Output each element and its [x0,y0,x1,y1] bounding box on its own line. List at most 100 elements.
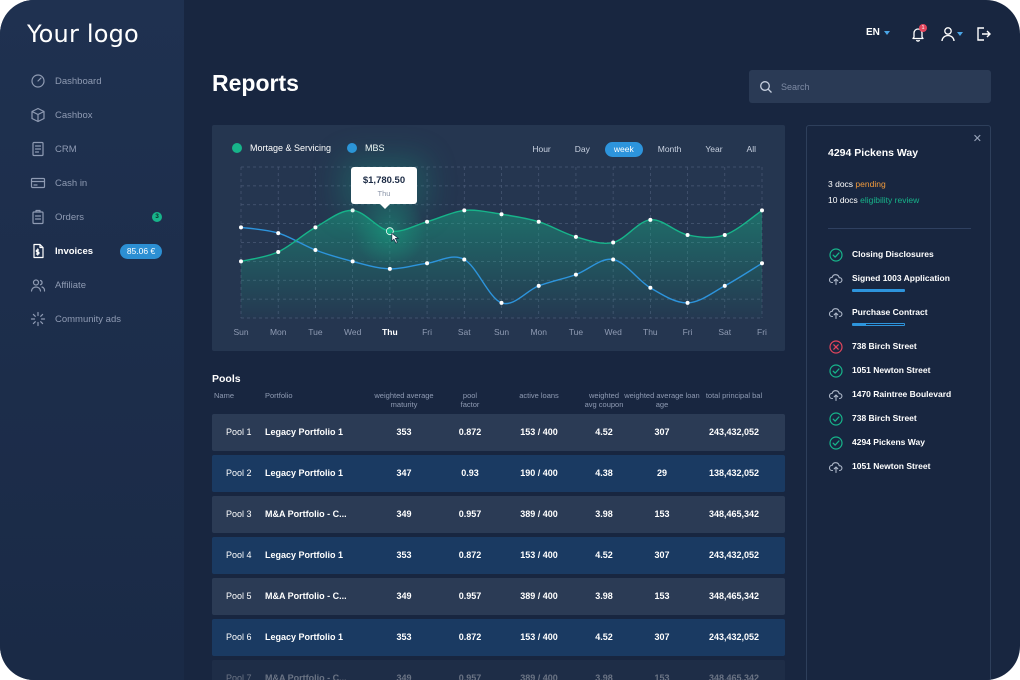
document-item[interactable]: 1051 Newton Street [829,364,989,378]
x-tick-label: Tue [308,327,323,337]
amount-badge: 85.06 € [120,244,162,259]
sidebar-item-cashin[interactable]: Cash in [0,166,184,200]
x-tick-label: Wed [604,327,622,337]
user-menu-button[interactable] [941,26,963,42]
chart-card: Sun Mon Tue Wed Thu Fri Sat Sun Mon Tue Wed Thu Fri S… [212,125,785,351]
table-row[interactable]: Pool 6 Legacy Portfolio 1 353 0.872 153 / 40… [212,619,785,656]
search-input[interactable] [781,81,981,92]
range-day-button[interactable]: Day [574,144,590,154]
data-point-mortage [573,234,578,239]
range-week-button[interactable]: week [604,142,643,157]
docs-pending-line: 3 docs pending [828,179,886,189]
sidebar-item-label: Dashboard [55,75,102,87]
table-row[interactable]: Pool 7 M&A Portfolio - C... 349 0.957 389 / … [212,660,785,680]
logout-button[interactable] [975,26,991,42]
cell-principal: 348,465,342 [708,591,760,601]
card-icon [30,175,46,191]
legend-label: Mortage & Servicing [250,143,332,153]
cell-factor: 0.872 [458,632,482,642]
sidebar-item-orders[interactable]: Orders 3 [0,200,184,234]
column-header[interactable]: weighted average maturity [374,391,434,409]
data-point-mortage [722,232,727,237]
document-item[interactable]: 738 Birch Street [829,412,989,426]
cell-name: Pool 3 [226,509,252,519]
range-all-button[interactable]: All [746,144,756,154]
document-item[interactable]: Closing Disclosures [829,248,989,262]
table-row[interactable]: Pool 5 M&A Portfolio - C... 349 0.957 389 / … [212,578,785,615]
cell-name: Pool 6 [226,632,252,642]
table-row[interactable]: Pool 4 Legacy Portfolio 1 353 0.872 153 / 40… [212,537,785,574]
pools-title: Pools [212,373,241,385]
data-point-mbs [387,266,392,271]
column-header[interactable]: weighted average loan age [624,391,700,409]
data-point-mortage [760,208,764,213]
sidebar-item-label: Community ads [55,313,121,325]
column-header[interactable]: Portfolio [265,391,293,400]
table-row[interactable]: Pool 3 M&A Portfolio - C... 349 0.957 389 / … [212,496,785,533]
document-label: 1470 Raintree Boulevard [852,389,952,399]
column-header[interactable]: weighted avg coupon [584,391,624,409]
cell-loans: 389 / 400 [520,673,558,680]
cell-loans: 153 / 400 [520,632,558,642]
cell-name: Pool 1 [226,427,252,437]
notifications-button[interactable]: 1 [910,24,927,42]
sidebar-item-label: CRM [55,143,77,155]
data-point-mortage [648,217,653,222]
x-tick-label: Tue [569,327,584,337]
table-row[interactable]: Pool 1 Legacy Portfolio 1 353 0.872 153 / 40… [212,414,785,451]
sidebar-nav: Dashboard Cashbox CRM Cash in Orders 3 Invoice… [0,64,184,336]
sidebar-item-affiliate[interactable]: Affiliate [0,268,184,302]
column-header[interactable]: total principal bal [705,391,763,400]
sidebar-item-crm[interactable]: CRM [0,132,184,166]
data-point-mbs [536,283,541,288]
sidebar-item-community[interactable]: Community ads [0,302,184,336]
search-box[interactable] [749,70,991,103]
data-point-mbs [573,272,578,277]
tooltip-value: $1,780.50 [362,175,406,186]
cell-portfolio: Legacy Portfolio 1 [265,632,344,642]
sidebar-item-cashbox[interactable]: Cashbox [0,98,184,132]
document-item[interactable]: 1470 Raintree Boulevard [828,388,989,402]
column-header[interactable]: Name [214,391,235,400]
close-icon[interactable]: ✕ [972,133,982,145]
column-header[interactable]: active loans [519,391,559,400]
range-hour-button[interactable]: Hour [532,144,551,154]
document-item[interactable]: 738 Birch Street [829,340,989,354]
range-month-button[interactable]: Month [657,144,682,154]
x-tick-label: Fri [757,327,767,337]
search-icon [760,80,772,93]
document-item[interactable]: 4294 Pickens Way [829,436,989,450]
document-item[interactable]: 1051 Newton Street [828,460,989,474]
data-point-mortage [611,240,616,245]
document-item[interactable]: Purchase Contract [828,306,989,326]
table-row[interactable]: Pool 2 Legacy Portfolio 1 347 0.93 190 / 400… [212,455,785,492]
notification-badge: 1 [919,24,927,32]
cell-age: 307 [654,632,670,642]
user-icon [941,27,955,42]
cell-name: Pool 4 [226,550,252,560]
users-icon [30,277,46,293]
data-point-mbs [611,257,616,262]
sidebar-item-label: Invoices [55,245,94,257]
upload-icon [828,388,843,402]
page-title: Reports [212,70,299,96]
cell-wam: 353 [396,550,412,560]
docs-pending-status: pending [855,179,886,189]
data-point-mbs [648,285,653,290]
data-point-mortage [462,208,467,213]
box-icon [30,107,46,123]
sidebar-item-dashboard[interactable]: Dashboard [0,64,184,98]
sidebar-item-invoices[interactable]: Invoices 85.06 € [0,234,184,268]
column-header[interactable]: pool factor [460,391,480,409]
sidebar-item-label: Cash in [55,177,88,189]
data-point-mbs [425,261,430,266]
document-item[interactable]: Signed 1003 Application [828,272,989,292]
cell-portfolio: Legacy Portfolio 1 [265,427,344,437]
chart-legend: Mortage & Servicing MBS [232,143,401,153]
x-tick-label: Thu [382,327,398,337]
range-year-button[interactable]: Year [705,144,723,154]
document-label: 738 Birch Street [852,341,917,351]
x-tick-label: Thu [643,327,658,337]
language-selector[interactable]: EN [866,27,890,38]
cell-principal: 243,432,052 [708,550,760,560]
